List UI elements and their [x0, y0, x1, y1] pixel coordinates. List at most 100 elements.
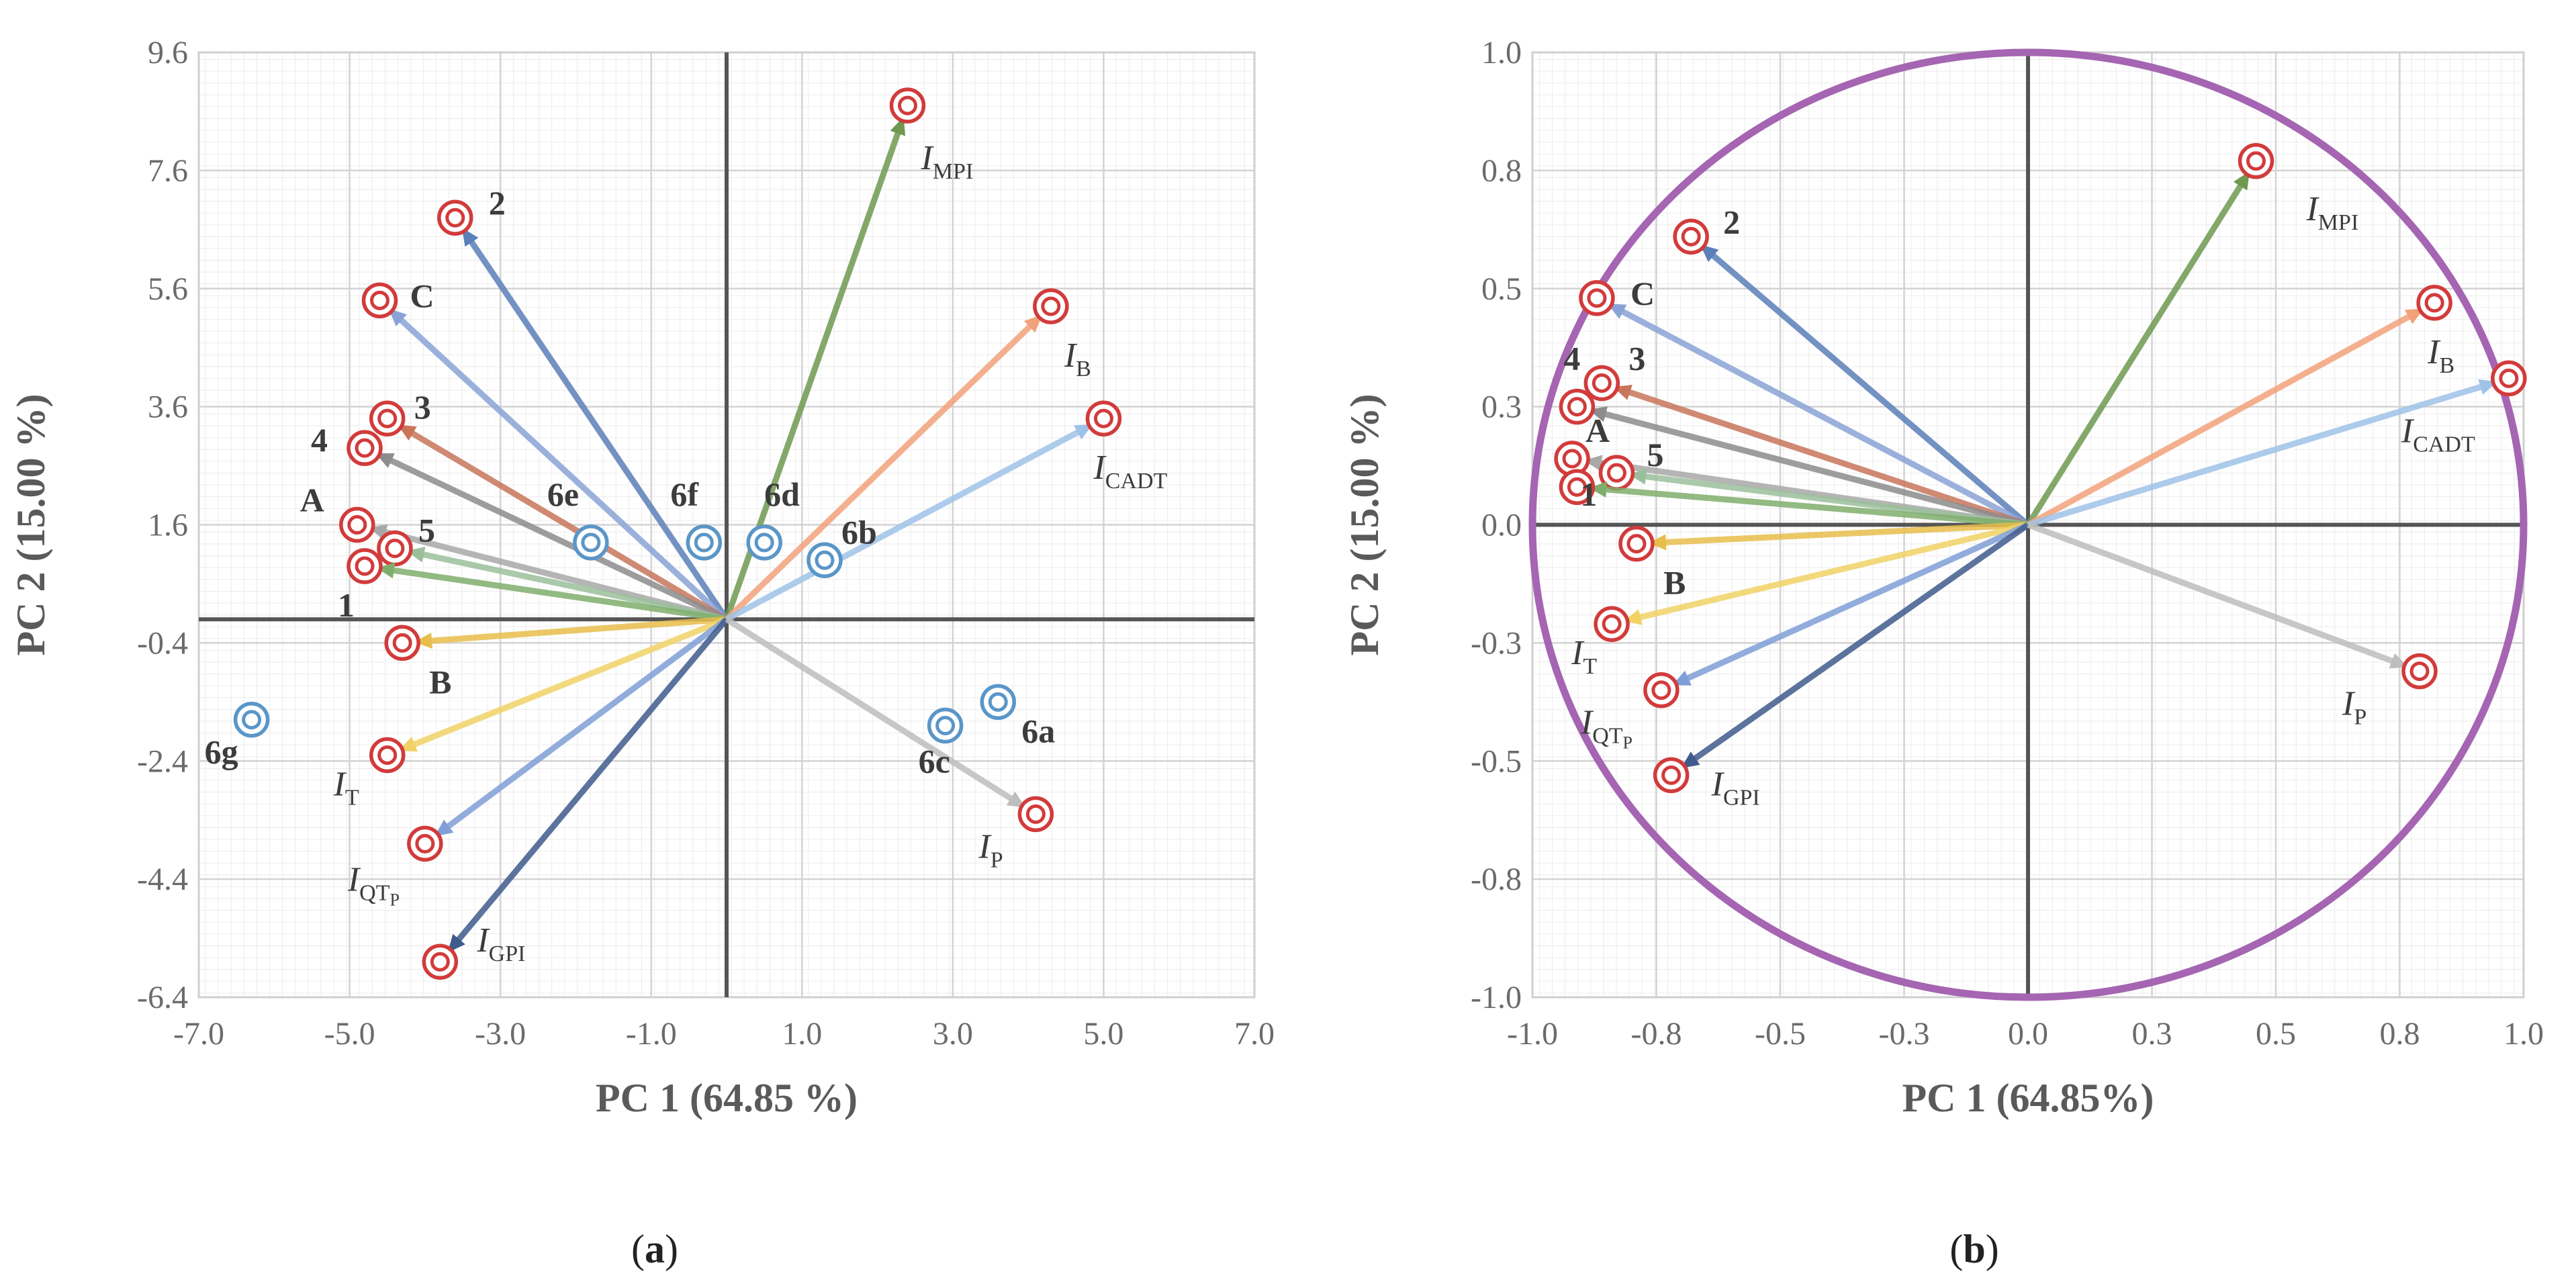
x-axis-title: PC 1 (64.85 %): [596, 1076, 858, 1120]
x-tick-label: 1.0: [2503, 1016, 2544, 1052]
loading-point-inner: [1681, 226, 1701, 246]
panel-a-biplot: -7.0 -5.0 -3.0 -1.0 1.0 3.0 5.0 7.0 9.6 7.6 5.6 3.6…: [9, 35, 1275, 1271]
vector-label-ICADT: ICADT: [1093, 449, 1167, 494]
loading-point-IB: [2416, 285, 2452, 321]
x-tick-label: -7.0: [173, 1016, 224, 1052]
loading-arrowhead-2: [461, 228, 479, 247]
vector-label-IQTP: IQTP: [347, 860, 400, 909]
loading-arrowhead-2: [1700, 244, 1719, 263]
loading-point-inner: [1661, 765, 1682, 785]
loading-point-C: [1579, 280, 1615, 316]
loading-vector-3: [1612, 383, 2029, 528]
loading-point-inner: [1651, 680, 1671, 700]
y-tick-label: 0.0: [1481, 508, 1522, 543]
y-tick-label: 1.0: [1481, 35, 1522, 71]
loading-point-inner: [1567, 477, 1587, 497]
loading-point-IT: [1594, 606, 1630, 642]
loading-vector-IMPI: [2025, 169, 2252, 526]
loading-point-3: [369, 400, 406, 436]
y-tick-label: -6.4: [137, 980, 188, 1015]
vector-label-IB: IB: [2427, 333, 2454, 378]
loading-vector-IT: [397, 616, 728, 753]
loading-point-IT: [369, 737, 406, 774]
loading-arrowhead-ICADT: [1073, 424, 1093, 440]
loading-arrowhead-IGPI: [1681, 751, 1700, 769]
score-point-inner: [581, 533, 601, 553]
vector-label-B: B: [1663, 564, 1686, 602]
loading-point-IP: [1017, 796, 1054, 833]
score-point-6d: [746, 524, 782, 561]
loading-point-2: [1673, 218, 1709, 255]
score-point-inner: [815, 550, 835, 570]
loading-point-inner: [377, 745, 398, 765]
score-point-inner: [242, 710, 262, 730]
loading-point-inner: [1567, 397, 1587, 417]
y-tick-label: -1.0: [1471, 980, 1522, 1015]
y-tick-label: -2.4: [137, 743, 188, 779]
loading-arrowhead-C: [1607, 304, 1627, 319]
score-label-6d: 6d: [764, 475, 800, 513]
loading-point-inner: [1626, 534, 1647, 554]
loading-point-inner: [415, 833, 435, 854]
loading-point-inner: [1041, 296, 1061, 316]
loading-vector-C: [386, 306, 729, 622]
y-tick-label: 7.6: [148, 153, 188, 189]
x-axis-title: PC 1 (64.85%): [1902, 1076, 2154, 1120]
loading-arrowhead-B: [414, 633, 432, 649]
vector-label-IP: IP: [2342, 685, 2366, 730]
vector-label-3: 3: [414, 388, 431, 426]
score-label-6g: 6g: [205, 733, 238, 771]
loading-point-4: [1559, 388, 1596, 425]
loading-point-inner: [1606, 463, 1626, 483]
score-point-6a: [980, 684, 1016, 721]
loading-point-ICADT: [2491, 360, 2527, 397]
score-point-6f: [686, 524, 723, 561]
y-tick-label: 0.5: [1481, 271, 1522, 307]
vector-label-5: 5: [1647, 436, 1663, 473]
loading-point-inner: [369, 290, 389, 310]
x-tick-label: 0.0: [2008, 1016, 2048, 1052]
vector-label-3: 3: [1628, 339, 1645, 377]
panel-caption: (a): [631, 1227, 678, 1271]
score-point-inner: [988, 692, 1008, 712]
loading-point-inner: [355, 438, 375, 458]
loading-arrowhead-3: [398, 424, 417, 441]
loading-vector-IP: [725, 616, 1027, 811]
loading-point-inner: [377, 408, 398, 428]
vector-label-A: A: [300, 481, 324, 519]
loading-point-inner: [1093, 408, 1113, 428]
x-tick-label: 1.0: [782, 1016, 822, 1052]
vector-label-ICADT: ICADT: [2401, 412, 2475, 457]
loading-point-IGPI: [422, 944, 459, 980]
score-label-6a: 6a: [1021, 712, 1055, 749]
y-tick-label: 0.8: [1481, 153, 1522, 189]
loading-vector-ICADT: [725, 421, 1095, 623]
loading-vector-IB: [724, 312, 1045, 622]
vector-label-2: 2: [489, 184, 506, 222]
vector-label-5: 5: [418, 512, 435, 549]
loading-vector-1: [1588, 485, 2029, 528]
vector-label-IP: IP: [978, 827, 1003, 872]
loading-vector-IGPI: [1679, 522, 2030, 771]
loading-point-inner: [897, 95, 917, 116]
loading-point-ICADT: [1085, 400, 1122, 436]
vector-label-C: C: [410, 277, 434, 314]
loading-point-inner: [2424, 293, 2444, 313]
score-point-inner: [694, 533, 714, 553]
loading-arrowhead-IGPI: [447, 933, 465, 953]
loading-point-inner: [355, 556, 375, 576]
loading-vector-4: [1588, 406, 2029, 528]
x-tick-label: 5.0: [1083, 1016, 1123, 1052]
loading-arrowhead-IB: [2404, 308, 2424, 324]
vector-label-IB: IB: [1064, 336, 1091, 381]
score-label-6e: 6e: [547, 475, 579, 513]
loading-vector-2: [459, 226, 729, 621]
vector-label-1: 1: [338, 586, 355, 624]
x-tick-label: -1.0: [626, 1016, 677, 1052]
x-tick-label: -0.3: [1879, 1016, 1930, 1052]
loading-point-inner: [347, 515, 367, 535]
loading-point-inner: [1025, 804, 1046, 824]
x-tick-label: -0.8: [1631, 1016, 1682, 1052]
loading-arrowhead-IMPI: [2233, 171, 2250, 191]
loading-point-IQTP: [407, 825, 443, 862]
